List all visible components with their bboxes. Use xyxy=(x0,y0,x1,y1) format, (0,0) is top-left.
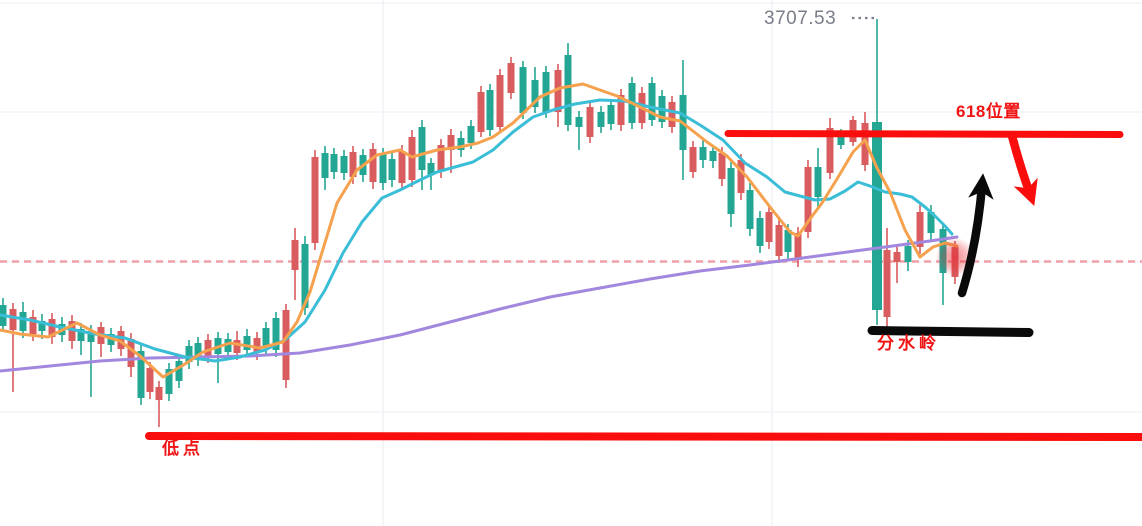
spike-high-price-label: 3707.53 xyxy=(764,8,837,29)
candle-body xyxy=(826,128,834,173)
candle-body xyxy=(146,368,154,392)
candle-body xyxy=(398,151,406,183)
up-arrow[interactable] xyxy=(957,173,994,298)
candle-body xyxy=(77,329,85,341)
candle-body xyxy=(165,369,173,394)
candle-body xyxy=(340,156,348,173)
candle-body xyxy=(68,321,76,341)
candle-body xyxy=(689,147,697,172)
candle-body xyxy=(784,230,792,252)
candle-body xyxy=(185,346,193,362)
candle-body xyxy=(775,225,783,256)
candle-body xyxy=(194,343,202,358)
candle-body xyxy=(262,328,270,347)
candle-body xyxy=(904,246,912,262)
candle-body xyxy=(861,123,869,165)
candle-body xyxy=(519,67,527,113)
candle-body xyxy=(765,212,773,242)
candle-body xyxy=(457,138,465,150)
candle-body xyxy=(467,126,475,143)
candle-body xyxy=(814,167,822,197)
candle-body xyxy=(408,137,416,180)
candle-body xyxy=(388,159,396,180)
candle-body xyxy=(916,212,924,247)
low-point-line[interactable] xyxy=(145,432,1142,441)
candle-body xyxy=(927,212,935,233)
candle-body xyxy=(330,154,338,172)
candle-body xyxy=(718,153,726,179)
candle-body xyxy=(617,95,625,125)
candle-body xyxy=(369,149,377,182)
candle-body xyxy=(418,127,426,170)
candle-body xyxy=(175,361,183,381)
candle-body xyxy=(311,157,319,243)
candle-body xyxy=(554,70,562,112)
candle-body xyxy=(872,122,882,310)
candle-body xyxy=(531,80,539,107)
candle-body xyxy=(127,339,135,367)
candle-body xyxy=(233,340,241,353)
candle-body xyxy=(291,240,299,270)
candle-body xyxy=(477,92,485,132)
ma-fast-orange xyxy=(0,82,959,379)
ma-mid-cyan xyxy=(0,98,954,363)
candle-body xyxy=(575,117,583,127)
candle-body xyxy=(224,339,232,352)
candle-body xyxy=(301,244,309,308)
candle-body xyxy=(38,321,46,331)
candle-body xyxy=(272,318,280,350)
candle-body xyxy=(19,312,27,331)
candle-body xyxy=(893,252,901,262)
low-point-label[interactable]: 低点 xyxy=(162,439,204,458)
candle-body xyxy=(746,190,754,229)
candle-body xyxy=(586,107,594,137)
down-arrow[interactable] xyxy=(1007,131,1038,207)
candle-body xyxy=(756,218,764,246)
candle-body xyxy=(709,151,717,161)
candle-body xyxy=(349,152,357,177)
candle-body xyxy=(321,153,329,178)
watershed-line[interactable] xyxy=(867,326,1034,337)
candle-body xyxy=(437,145,445,170)
candle-body xyxy=(87,331,95,342)
fib-618-level-line[interactable] xyxy=(724,130,1124,138)
candle-body xyxy=(648,83,656,120)
candle-body xyxy=(29,317,37,334)
candle-body xyxy=(507,63,515,93)
candle-body xyxy=(486,90,494,130)
candle-body xyxy=(427,163,435,175)
candle-body xyxy=(253,338,261,352)
candle-body xyxy=(9,309,17,330)
candle-body xyxy=(837,133,845,145)
candle-body xyxy=(727,168,735,214)
candle-body xyxy=(564,55,572,125)
ma-slow-purple xyxy=(0,235,959,373)
candle-body xyxy=(243,336,251,350)
candle-body xyxy=(496,75,504,127)
candle-body xyxy=(155,387,163,400)
candle-body xyxy=(282,310,290,380)
candle-body xyxy=(699,147,707,160)
candle-body xyxy=(137,351,145,398)
candle-body xyxy=(668,102,676,127)
candle-body xyxy=(794,233,802,260)
candle-body xyxy=(48,319,56,337)
candle-body xyxy=(737,160,745,193)
fib-618-level-label[interactable]: 618位置 xyxy=(956,102,1021,121)
candle-body xyxy=(204,340,212,356)
candle-body xyxy=(542,72,550,112)
candle-body xyxy=(597,112,605,127)
candle-body xyxy=(883,250,891,317)
candle-body xyxy=(607,105,615,124)
candle-body xyxy=(379,154,387,183)
watershed-label[interactable]: 分水岭 xyxy=(877,334,940,353)
candle-body xyxy=(447,135,455,150)
